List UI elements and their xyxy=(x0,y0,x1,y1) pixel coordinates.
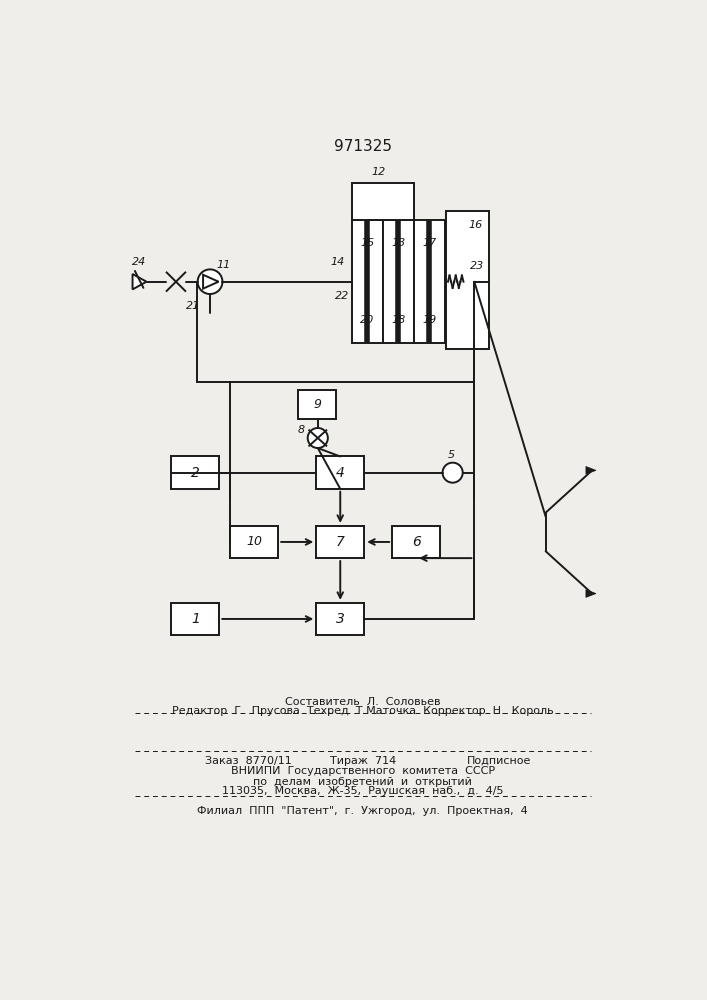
Text: Редактор  Г.  Прусова  Техред  Т.Маточка  Корректор  Н.  Король: Редактор Г. Прусова Техред Т.Маточка Кор… xyxy=(172,706,554,716)
Bar xyxy=(352,183,414,220)
Text: 3: 3 xyxy=(336,612,345,626)
Bar xyxy=(352,220,383,343)
Text: 5: 5 xyxy=(448,450,455,460)
Text: 7: 7 xyxy=(336,535,345,549)
Text: 14: 14 xyxy=(331,257,345,267)
Text: 16: 16 xyxy=(468,220,482,230)
Bar xyxy=(316,526,364,558)
Text: Составитель  Л.  Соловьев: Составитель Л. Соловьев xyxy=(285,697,440,707)
Text: ВНИИПИ  Государственного  комитета  СССР: ВНИИПИ Государственного комитета СССР xyxy=(230,766,495,776)
Text: 8: 8 xyxy=(297,425,304,435)
Circle shape xyxy=(198,269,223,294)
Polygon shape xyxy=(586,590,596,597)
Text: Подписное: Подписное xyxy=(467,756,532,766)
Bar xyxy=(316,456,364,489)
Circle shape xyxy=(443,463,462,483)
Text: 24: 24 xyxy=(132,257,146,267)
Circle shape xyxy=(308,428,328,448)
Text: 20: 20 xyxy=(361,315,375,325)
Text: 17: 17 xyxy=(422,238,436,248)
Bar xyxy=(230,526,279,558)
Bar xyxy=(298,389,337,419)
Bar xyxy=(392,526,440,558)
Text: 2: 2 xyxy=(191,466,200,480)
Bar xyxy=(383,220,414,343)
Text: 22: 22 xyxy=(335,291,350,301)
Text: 6: 6 xyxy=(411,535,421,549)
Text: Филиал  ППП  "Патент",  г.  Ужгород,  ул.  Проектная,  4: Филиал ППП "Патент", г. Ужгород, ул. Про… xyxy=(197,806,528,816)
Text: 13: 13 xyxy=(391,238,406,248)
Text: 1: 1 xyxy=(191,612,200,626)
Bar xyxy=(316,603,364,635)
Text: Заказ  8770/11: Заказ 8770/11 xyxy=(204,756,291,766)
Text: 10: 10 xyxy=(246,535,262,548)
Text: 113035,  Москва,  Ж-35,  Раушская  наб.,  д.  4/5: 113035, Москва, Ж-35, Раушская наб., д. … xyxy=(222,786,503,796)
Bar xyxy=(171,456,219,489)
Bar xyxy=(171,603,219,635)
Text: 4: 4 xyxy=(336,466,345,480)
Bar xyxy=(446,211,489,349)
Text: 12: 12 xyxy=(372,167,386,177)
Text: по  делам  изобретений  и  открытий: по делам изобретений и открытий xyxy=(253,777,472,787)
Text: Тираж  714: Тираж 714 xyxy=(329,756,396,766)
Polygon shape xyxy=(132,274,146,289)
Text: 23: 23 xyxy=(469,261,484,271)
Text: 21: 21 xyxy=(186,301,200,311)
Text: 9: 9 xyxy=(313,398,321,411)
Polygon shape xyxy=(203,275,218,289)
Bar xyxy=(414,220,445,343)
Text: 971325: 971325 xyxy=(334,139,392,154)
Text: 18: 18 xyxy=(391,315,406,325)
Text: 15: 15 xyxy=(361,238,375,248)
Text: 19: 19 xyxy=(422,315,436,325)
Text: 11: 11 xyxy=(217,260,231,270)
Polygon shape xyxy=(586,466,596,474)
